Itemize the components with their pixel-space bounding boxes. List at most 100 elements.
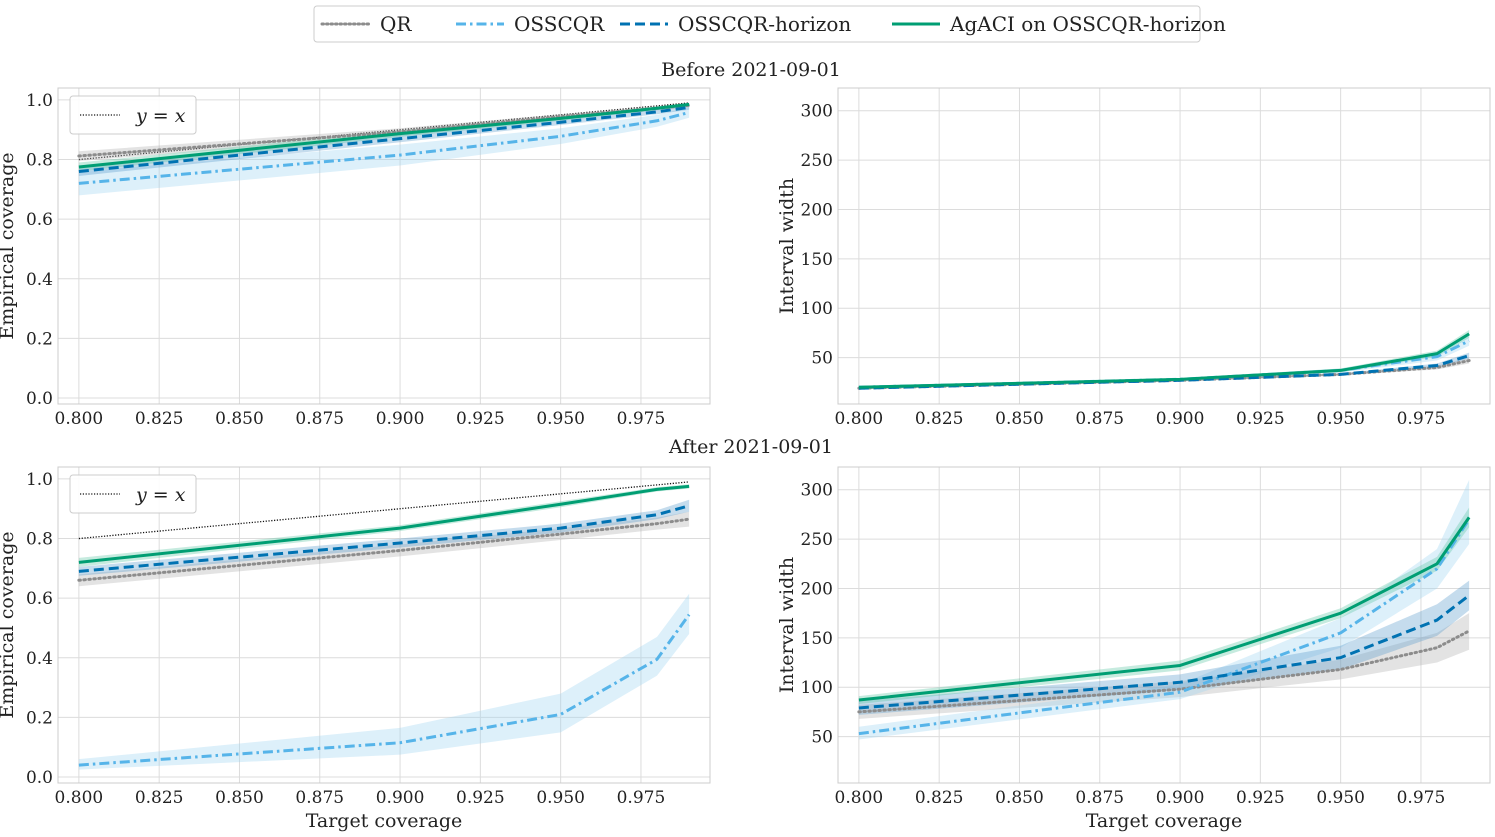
x-tick-label: 0.925 (456, 409, 505, 429)
y-tick-label: 0.8 (26, 151, 53, 171)
x-tick-label: 0.900 (1156, 409, 1205, 429)
series-line-osscqr (858, 518, 1471, 736)
panel-coverage-before: 0.800 0.825 0.850 0.875 0.900 0.925 0.950 0.975… (0, 87, 711, 429)
y-tick-label: 150 (801, 629, 833, 649)
plot-frame (837, 466, 1491, 784)
x-tick-label: 0.800 (55, 409, 104, 429)
x-tick-label: 0.925 (456, 788, 505, 808)
band-osscqr-horizon (858, 580, 1470, 715)
legend-label-osscqr-horizon: OSSCQR-horizon (678, 12, 851, 36)
y-tick-label: 100 (801, 678, 833, 698)
x-tick-label: 0.975 (1397, 409, 1446, 429)
panel-width-after: 0.800 0.825 0.850 0.875 0.900 0.925 0.950 0.975… (776, 466, 1491, 832)
y-tick-label: 0.4 (26, 270, 53, 290)
x-tick-label: 0.875 (1075, 409, 1124, 429)
y-tick-label: 200 (801, 200, 833, 220)
x-tick-label: 0.825 (135, 409, 184, 429)
x-tick-label: 0.900 (1156, 788, 1205, 808)
plot-frame (837, 87, 1491, 405)
inner-legend-label: y = x (135, 105, 186, 127)
band-qr (78, 511, 690, 587)
x-tick-label: 0.950 (536, 409, 585, 429)
inner-legend-frame (69, 474, 197, 514)
y-tick-label: 0.2 (26, 708, 53, 728)
x-tick-label: 0.850 (215, 788, 264, 808)
reference-line-y-equals-x (78, 481, 690, 540)
x-tick-label: 0.825 (915, 409, 964, 429)
series-line-agaci-on-osscqr-horizon (78, 102, 690, 169)
reference-line-y-equals-x (78, 102, 690, 161)
x-tick-label: 0.950 (1316, 788, 1365, 808)
y-tick-label: 300 (801, 102, 833, 122)
y-tick-label: 250 (801, 151, 833, 171)
panel-width-before: 0.800 0.825 0.850 0.875 0.900 0.925 0.950 0.975… (776, 87, 1491, 429)
legend-label-osscqr: OSSCQR (514, 12, 605, 36)
band-osscqr (78, 107, 690, 196)
top-legend: QR OSSCQR OSSCQR-horizon AgACI on OSSCQR… (313, 5, 1226, 43)
band-osscqr (78, 593, 690, 770)
series-line-osscqr-horizon (858, 594, 1471, 710)
plot-frame (57, 87, 711, 405)
panel-coverage-after: 0.800 0.825 0.850 0.875 0.900 0.925 0.950 0.975… (0, 466, 711, 832)
x-tick-label: 0.900 (376, 788, 425, 808)
series-line-qr (857, 629, 1471, 714)
series-line-agaci-on-osscqr-horizon (858, 332, 1470, 389)
y-tick-label: 200 (801, 579, 833, 599)
row-title-before: Before 2021-09-01 (661, 59, 841, 81)
series-line-osscqr-horizon (78, 504, 690, 573)
legend-label-qr: QR (380, 12, 412, 36)
x-tick-label: 0.950 (536, 788, 585, 808)
y-tick-label: 1.0 (26, 470, 53, 490)
y-tick-label: 100 (801, 299, 833, 319)
x-tick-label: 0.800 (835, 409, 884, 429)
x-tick-label: 0.850 (215, 409, 264, 429)
x-tick-label: 0.925 (1236, 788, 1285, 808)
x-tick-label: 0.875 (1075, 788, 1124, 808)
x-tick-label: 0.850 (995, 409, 1044, 429)
y-tick-label: 0.6 (26, 589, 53, 609)
y-tick-label: 0.8 (26, 530, 53, 550)
y-tick-label: 0.4 (26, 649, 53, 669)
top-legend-frame (313, 5, 1201, 43)
series-line-osscqr (78, 613, 691, 767)
y-tick-label: 50 (811, 349, 833, 369)
x-tick-label: 0.975 (1397, 788, 1446, 808)
x-tick-label: 0.950 (1316, 409, 1365, 429)
y-tick-label: 250 (801, 530, 833, 550)
y-tick-label: 0.0 (26, 768, 53, 788)
x-axis-label: Target coverage (306, 810, 463, 832)
x-axis-label: Target coverage (1086, 810, 1243, 832)
x-tick-label: 0.800 (55, 788, 104, 808)
row-title-after: After 2021-09-01 (668, 436, 833, 458)
y-tick-label: 0.6 (26, 210, 53, 230)
x-tick-label: 0.800 (835, 788, 884, 808)
inner-legend-label: y = x (135, 484, 186, 506)
y-tick-label: 0.2 (26, 329, 53, 349)
y-axis-label: Empirical coverage (0, 152, 18, 339)
series-line-agaci-on-osscqr-horizon (858, 516, 1471, 702)
y-axis-label: Interval width (776, 557, 798, 693)
y-tick-label: 50 (811, 728, 833, 748)
inner-legend-frame (69, 95, 197, 135)
series-line-osscqr-horizon (78, 105, 690, 173)
x-tick-label: 0.975 (617, 788, 666, 808)
band-osscqr (858, 479, 1470, 740)
series-line-osscqr-horizon (858, 354, 1470, 390)
y-axis-label: Empirical coverage (0, 531, 18, 718)
band-agaci-on-osscqr-horizon (858, 507, 1470, 704)
y-tick-label: 0.0 (26, 389, 53, 409)
y-tick-label: 1.0 (26, 91, 53, 111)
x-tick-label: 0.900 (376, 409, 425, 429)
legend-label-agaci: AgACI on OSSCQR-horizon (949, 12, 1226, 36)
x-tick-label: 0.875 (295, 409, 344, 429)
plot-frame (57, 466, 711, 784)
x-tick-label: 0.875 (295, 788, 344, 808)
series-line-agaci-on-osscqr-horizon (78, 484, 690, 564)
x-tick-label: 0.925 (1236, 409, 1285, 429)
x-tick-label: 0.975 (617, 409, 666, 429)
y-tick-label: 150 (801, 250, 833, 270)
series-line-qr (77, 517, 691, 582)
y-axis-label: Interval width (776, 178, 798, 314)
x-tick-label: 0.825 (135, 788, 184, 808)
